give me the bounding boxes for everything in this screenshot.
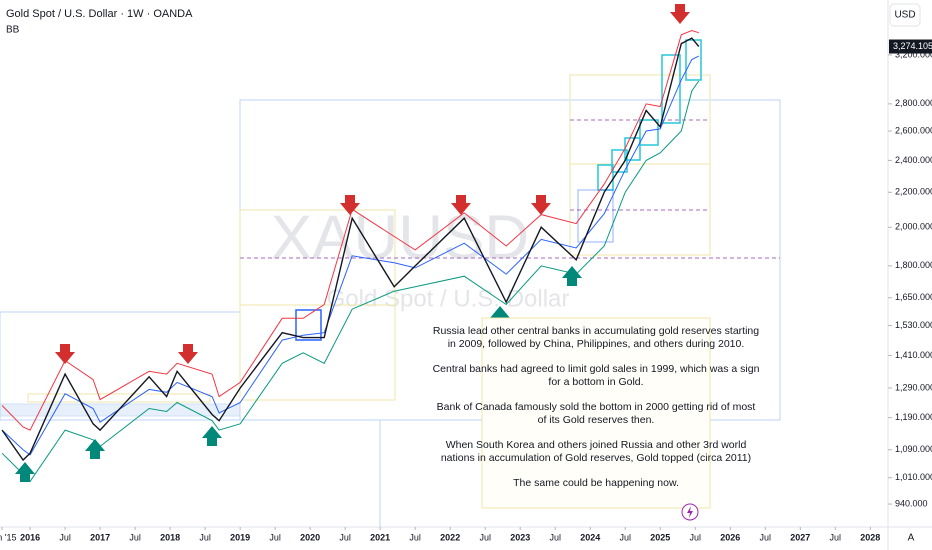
range-box <box>27 393 211 403</box>
currency-button[interactable] <box>889 3 921 27</box>
x-tick-label: 2024 <box>580 532 600 542</box>
y-tick-label: 2,800.000 <box>895 98 932 108</box>
y-tick-label: 2,200.000 <box>895 187 932 197</box>
indicator-label: BB <box>6 25 20 36</box>
event-icon-glyph <box>687 506 693 518</box>
y-tick-label: 1,650.000 <box>895 292 932 302</box>
x-tick-label: Jul <box>619 532 631 542</box>
y-tick-label: 3,200.000 <box>895 49 932 59</box>
annotation-line: Russia lead other central banks in accum… <box>433 325 759 337</box>
currency-label: USD <box>894 10 915 21</box>
x-tick-label: Jul <box>409 532 421 542</box>
signal-arrows <box>15 4 690 482</box>
annotation: Russia lead other central banks in accum… <box>433 325 760 489</box>
x-tick-label: Jul <box>479 532 491 542</box>
x-tick-label: Jul <box>760 532 772 542</box>
x-tick-label: 2016 <box>20 532 40 542</box>
x-tick-label: 2025 <box>650 532 670 542</box>
series-line <box>1 37 700 462</box>
x-tick-label: Jul <box>59 532 71 542</box>
annotation-box <box>481 317 711 509</box>
annotation-line: When South Korea and others joined Russi… <box>446 439 747 451</box>
x-tick-label: 2028 <box>860 532 880 542</box>
y-tick-label: 1,190.000 <box>895 412 932 422</box>
x-tick-label: Jul <box>129 532 141 542</box>
y-tick-label: 2,000.000 <box>895 222 932 232</box>
x-tick-label: 2018 <box>160 532 180 542</box>
x-tick-label: 2026 <box>720 532 740 542</box>
chart-title: Gold Spot / U.S. Dollar · 1W · OANDA <box>6 8 193 20</box>
scale-mode[interactable]: A <box>908 533 915 544</box>
y-tick-label: 1,290.000 <box>895 382 932 392</box>
series-line <box>1 29 699 431</box>
x-tick-label: 2017 <box>90 532 110 542</box>
annotation-line: Central banks had agreed to limit gold s… <box>433 363 760 375</box>
x-tick-label: Jul <box>689 532 701 542</box>
range-box <box>569 74 711 256</box>
y-tick-label: 2,400.000 <box>895 155 932 165</box>
y-tick-label: 1,530.000 <box>895 320 932 330</box>
y-tick-label: 940.000 <box>895 498 928 508</box>
annotation-line: of its Gold reserves then. <box>538 414 655 426</box>
y-tick-label: 2,600.000 <box>895 125 932 135</box>
y-tick-label: 1,410.000 <box>895 350 932 360</box>
x-tick-label: Jul <box>199 532 211 542</box>
x-tick-label: 2021 <box>370 532 390 542</box>
range-box <box>0 403 241 417</box>
x-tick-label: Jul <box>549 532 561 542</box>
annotation-line: in 2009, followed by China, Philippines,… <box>448 338 745 350</box>
x-tick-label: 2023 <box>510 532 530 542</box>
x-tick-label: 2019 <box>230 532 250 542</box>
annotation-line: The same could be happening now. <box>513 477 679 489</box>
x-tick-label: Jul <box>269 532 281 542</box>
annotation-line: Bank of Canada famously sold the bottom … <box>437 401 756 413</box>
annotation-line: nations in accumulation of Gold reserves… <box>441 452 751 464</box>
x-tick-label: 2027 <box>790 532 810 542</box>
y-tick-label: 1,800.000 <box>895 260 932 270</box>
x-tick-label: Jul <box>830 532 842 542</box>
y-tick-label: 1,010.000 <box>895 472 932 482</box>
annotation-line: for a bottom in Gold. <box>548 376 643 388</box>
x-tick-label: Jul <box>339 532 351 542</box>
last-price-tag <box>889 39 932 54</box>
series-line <box>1 55 700 456</box>
watermark-sub: Gold Spot / U.S. Dollar <box>327 285 570 312</box>
x-tick-label: Jun '15 <box>0 532 16 542</box>
drawings <box>0 39 781 527</box>
x-tick-label: 2020 <box>300 532 320 542</box>
x-tick-label: 2022 <box>440 532 460 542</box>
last-price-label: 3,274.105 <box>893 41 932 51</box>
y-tick-label: 1,090.000 <box>895 444 932 454</box>
